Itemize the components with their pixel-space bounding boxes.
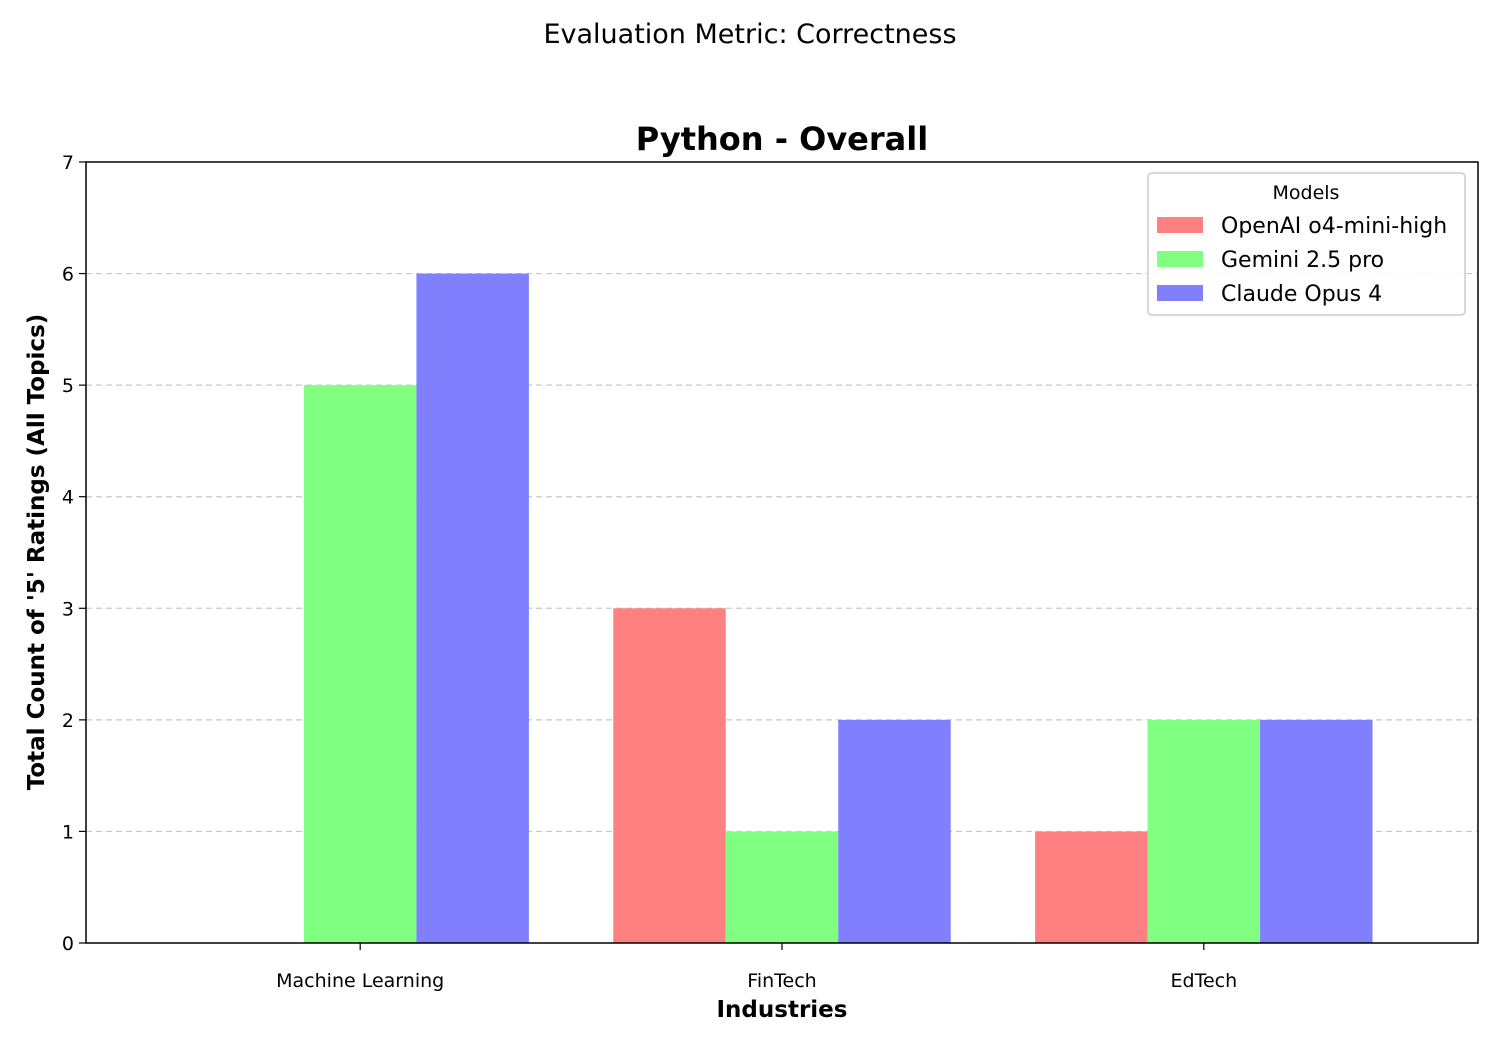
y-tick-label: 6 (62, 264, 74, 286)
y-axis-label: Total Count of '5' Ratings (All Topics) (24, 314, 50, 791)
y-tick-label: 7 (62, 152, 74, 174)
bars (303, 273, 1373, 944)
y-tick-label: 2 (62, 710, 74, 732)
y-axis-ticks: 0 1 2 3 4 5 6 7 (62, 152, 86, 955)
y-tick-label: 5 (62, 375, 74, 397)
legend-items: OpenAI o4-mini-high Gemini 2.5 pro Claude … (1157, 214, 1447, 307)
chart-suptitle: Evaluation Metric: Correctness (543, 19, 956, 50)
bar (1260, 719, 1373, 943)
bar (1035, 831, 1148, 943)
bar (1147, 719, 1261, 943)
legend-label: OpenAI o4-mini-high (1221, 214, 1447, 239)
legend-frame (1147, 172, 1466, 316)
legend-title: Models (1273, 182, 1340, 204)
x-tick-label: EdTech (1171, 970, 1238, 992)
legend-label: Claude Opus 4 (1221, 282, 1382, 307)
legend-swatch (1157, 217, 1203, 233)
x-axis-ticks: Machine Learning FinTech EdTech (276, 943, 1237, 992)
bar (613, 608, 726, 943)
x-axis-label: Industries (717, 997, 848, 1023)
y-tick-label: 1 (62, 821, 74, 843)
x-tick-label: Machine Learning (276, 970, 444, 992)
y-tick-label: 3 (62, 598, 74, 620)
y-tick-label: 0 (62, 933, 74, 955)
x-tick-label: FinTech (747, 970, 816, 992)
y-tick-label: 4 (62, 487, 74, 509)
bar (303, 385, 417, 944)
legend: Models OpenAI o4-mini-high Gemini 2.5 pro… (1147, 172, 1466, 316)
legend-swatch (1157, 285, 1203, 301)
bar (725, 831, 839, 943)
legend-label: Gemini 2.5 pro (1221, 248, 1384, 273)
chart-title: Python - Overall (636, 120, 928, 158)
bar (416, 273, 529, 944)
legend-swatch (1157, 251, 1203, 267)
bar (838, 719, 951, 943)
